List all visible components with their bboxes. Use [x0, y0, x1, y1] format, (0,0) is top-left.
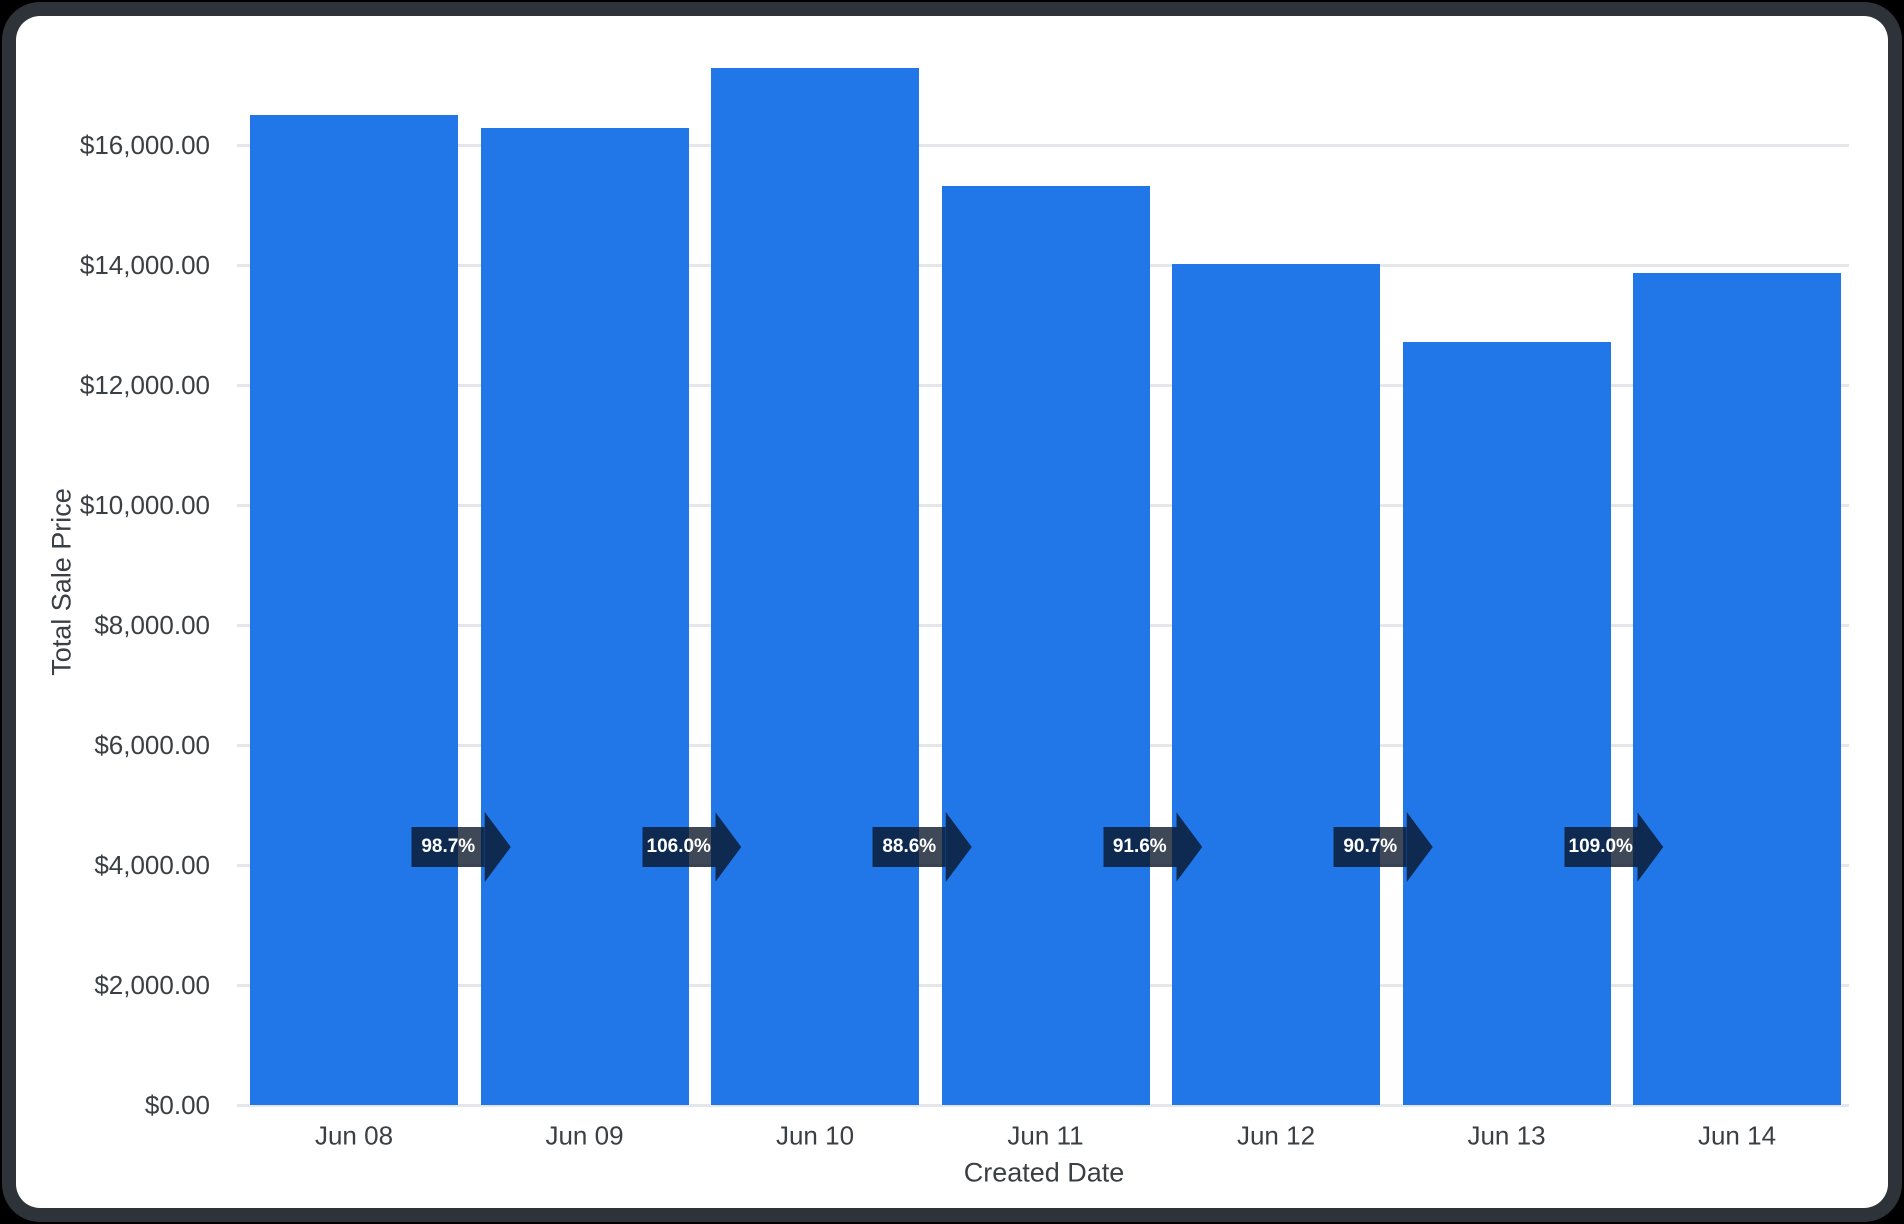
x-axis-title: Created Date	[963, 1157, 1125, 1188]
growth-badge: 88.6%	[872, 812, 972, 882]
growth-badge: 91.6%	[1103, 812, 1203, 882]
gridline	[237, 1103, 1849, 1107]
arrow-right-icon	[1176, 812, 1203, 882]
x-tick-label: Jun 14	[1697, 1120, 1777, 1151]
growth-badge-label: 109.0%	[1564, 827, 1638, 867]
arrow-right-icon	[1406, 812, 1433, 882]
bar[interactable]	[1633, 273, 1841, 1105]
arrow-right-icon	[1637, 812, 1664, 882]
bar[interactable]	[1402, 342, 1611, 1105]
y-tick-label: $4,000.00	[94, 850, 210, 880]
growth-badge-label: 90.7%	[1333, 827, 1407, 867]
gridline	[237, 143, 1849, 147]
growth-badge: 106.0%	[642, 812, 742, 882]
x-tick-label: Jun 08	[314, 1120, 394, 1151]
arrow-right-icon	[484, 812, 511, 882]
arrow-right-icon	[715, 812, 742, 882]
x-tick-label: Jun 13	[1467, 1120, 1546, 1151]
arrow-right-icon	[945, 812, 972, 882]
x-tick-label: Jun 10	[775, 1120, 855, 1151]
bar[interactable]	[941, 186, 1150, 1105]
growth-badge: 109.0%	[1564, 812, 1664, 882]
x-tick-label: Jun 09	[545, 1120, 624, 1151]
bar[interactable]	[711, 67, 919, 1105]
y-tick-label: $12,000.00	[79, 370, 210, 400]
growth-badge-label: 106.0%	[642, 827, 716, 867]
y-tick-label: $2,000.00	[94, 970, 210, 1000]
bar[interactable]	[480, 127, 689, 1105]
x-tick-label: Jun 11	[1007, 1120, 1084, 1151]
growth-badge-label: 91.6%	[1103, 827, 1177, 867]
x-tick-label: Jun 12	[1236, 1120, 1316, 1151]
y-tick-label: $16,000.00	[79, 130, 210, 160]
bar[interactable]	[1172, 263, 1380, 1105]
growth-badge-label: 88.6%	[872, 827, 946, 867]
y-tick-label: $6,000.00	[94, 730, 210, 760]
growth-badge: 98.7%	[411, 812, 511, 882]
y-tick-label: $10,000.00	[79, 490, 210, 520]
growth-badge: 90.7%	[1333, 812, 1433, 882]
y-tick-label: $8,000.00	[94, 610, 210, 640]
bar[interactable]	[250, 115, 458, 1105]
growth-badge-label: 98.7%	[411, 827, 485, 867]
y-tick-label: $14,000.00	[79, 250, 210, 280]
y-tick-label: $0.00	[144, 1090, 210, 1120]
